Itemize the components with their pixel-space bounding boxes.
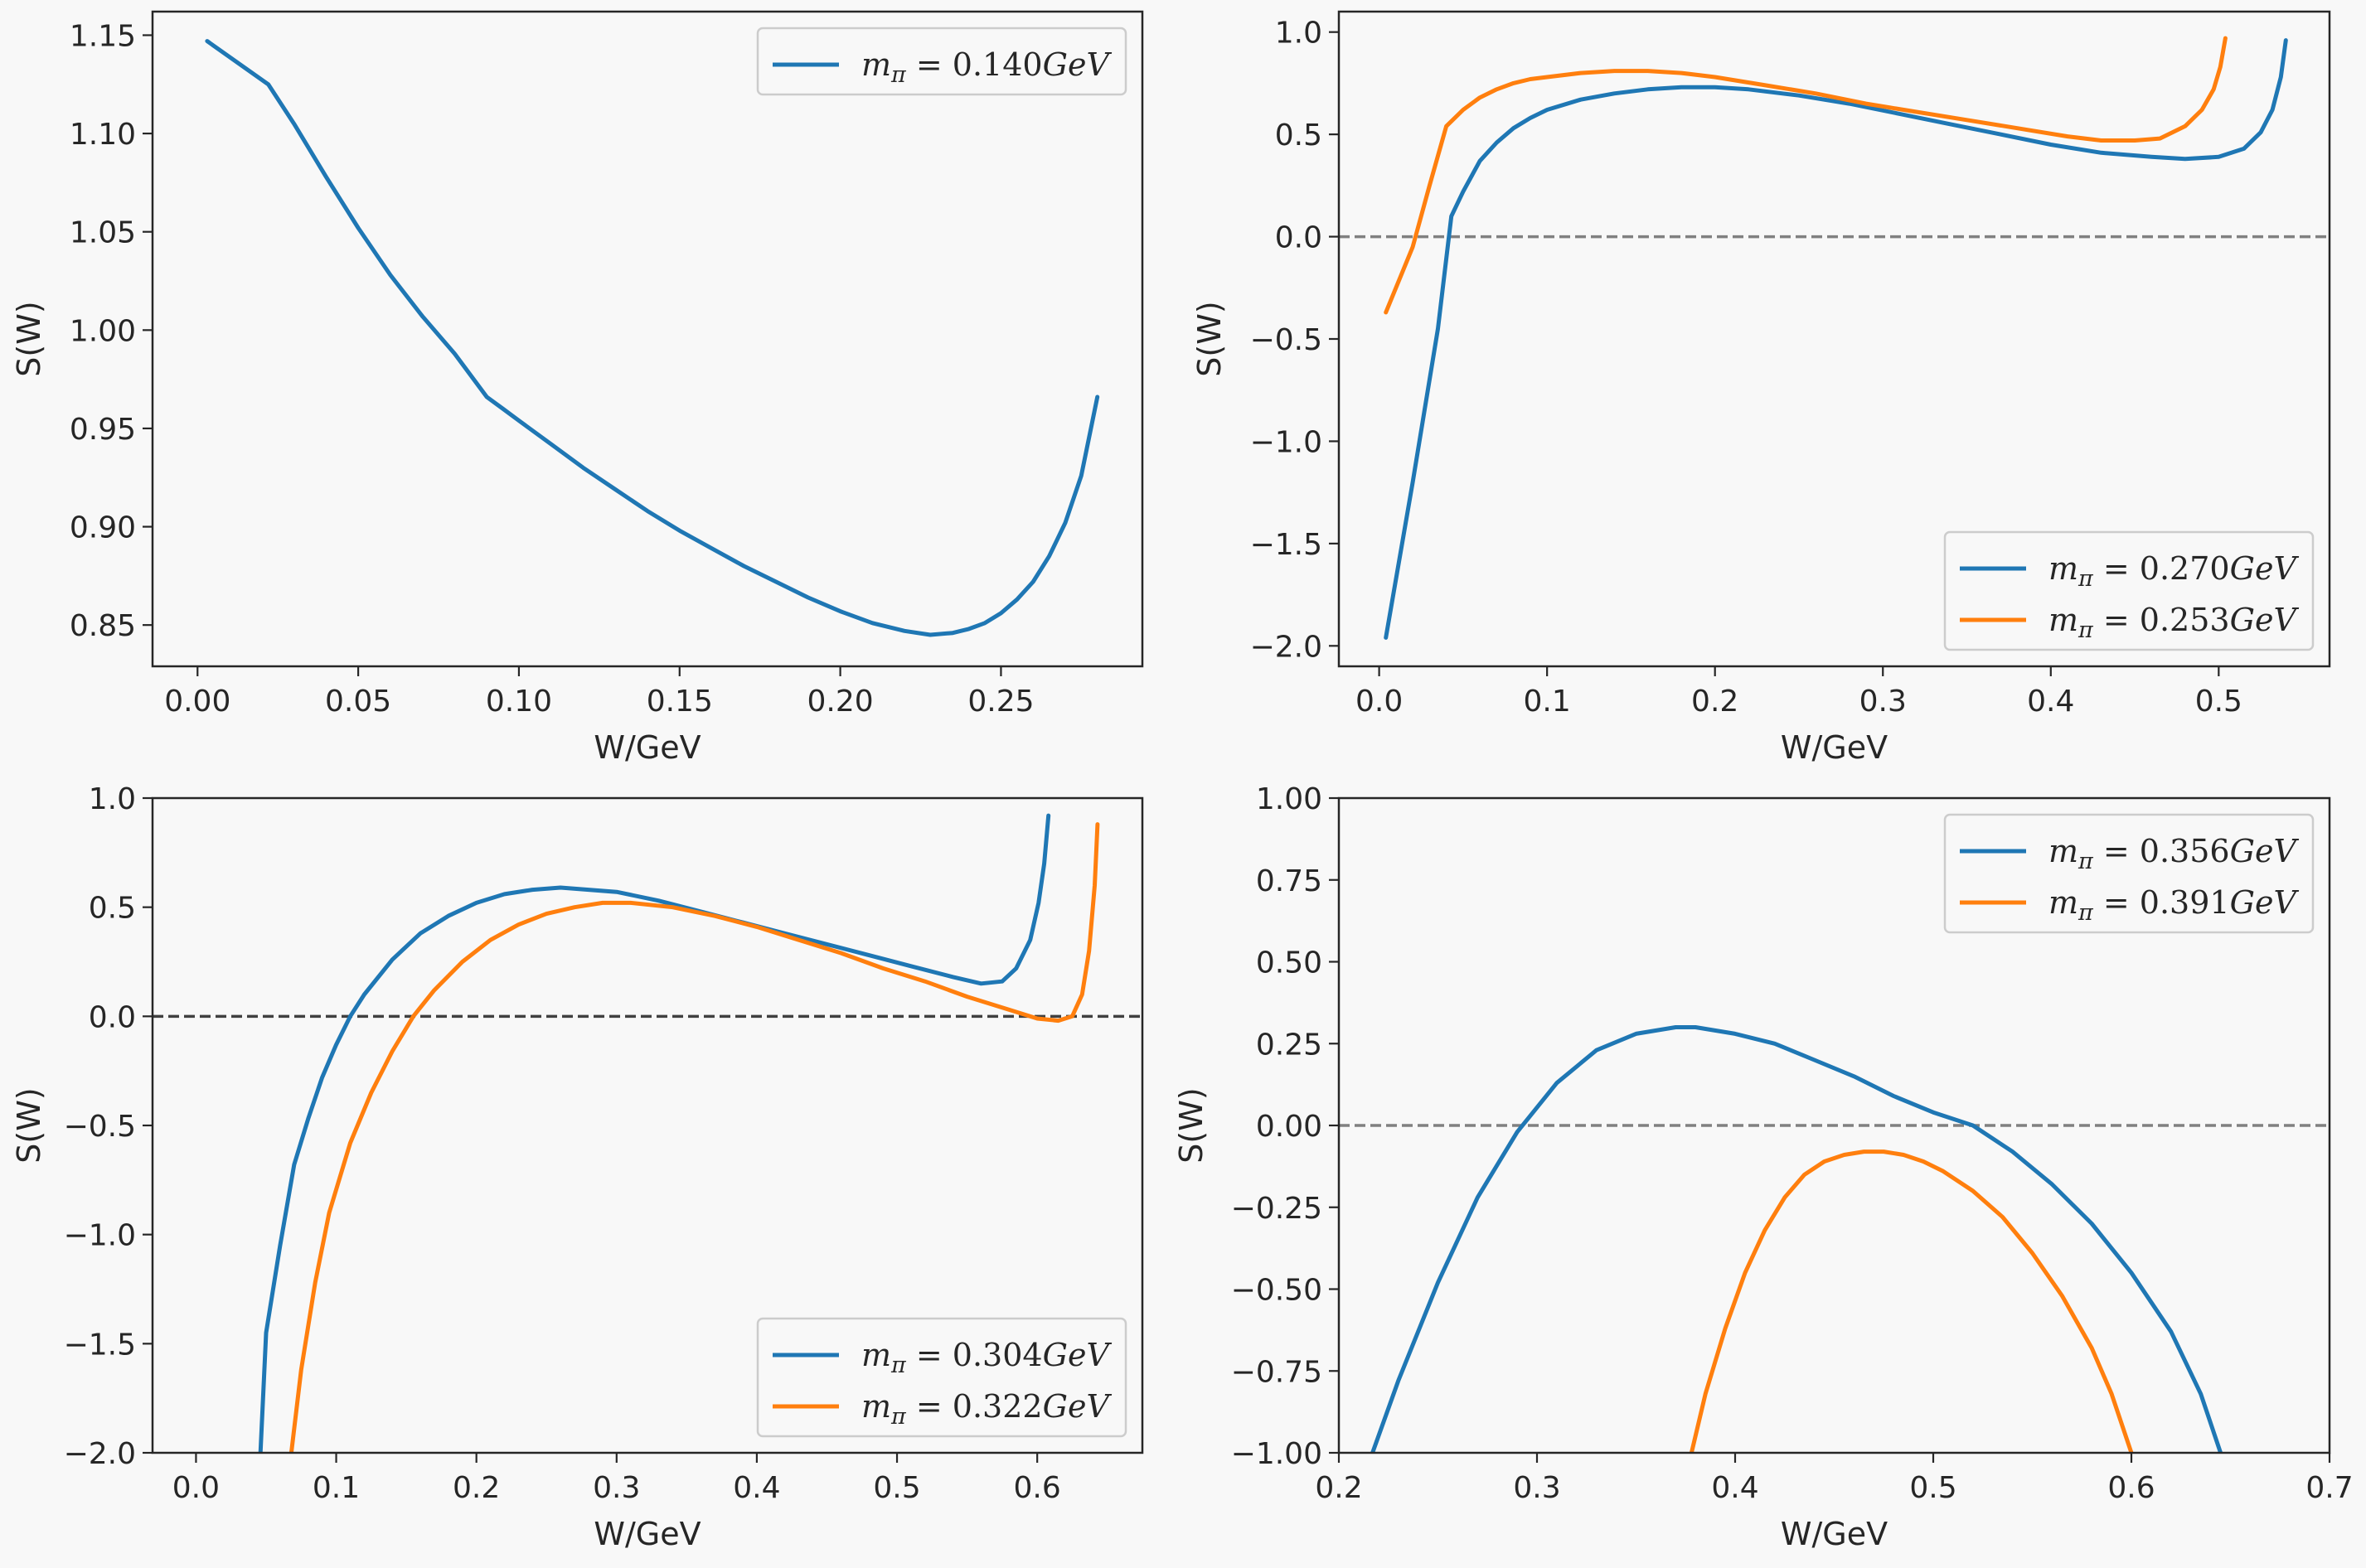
y-tick-label: 0.95: [70, 413, 136, 447]
legend-box: [756, 27, 1127, 96]
legend-box: [1943, 813, 2315, 934]
y-tick-label: 1.00: [1256, 782, 1322, 816]
x-tick-label: 0.4: [733, 1471, 780, 1505]
y-tick-label: −0.25: [1231, 1192, 1322, 1226]
series-line-1: [1370, 1025, 2223, 1453]
y-tick-label: −0.50: [1231, 1274, 1322, 1308]
series-line-2: [1689, 1149, 2134, 1453]
x-tick-label: 0.4: [2027, 685, 2074, 719]
x-tick-label: 0.5: [2195, 685, 2242, 719]
x-tick-label: 0.2: [1691, 685, 1738, 719]
x-axis-label: W/GeV: [1781, 729, 1888, 766]
legend-entry-2: mπ = 0.391GeV: [2048, 884, 2299, 926]
y-tick-label: −1.5: [64, 1328, 136, 1362]
x-tick-label: 0.2: [1315, 1471, 1362, 1505]
y-axis-label: S(W): [11, 1087, 47, 1163]
y-tick-label: 0.85: [70, 609, 136, 643]
legend-entry-2: mπ = 0.322GeV: [861, 1388, 1112, 1430]
x-tick-label: 0.0: [1355, 685, 1403, 719]
x-tick-label: 0.7: [2305, 1471, 2353, 1505]
legend-entry-1: mπ = 0.270GeV: [2048, 550, 2299, 592]
legend: mπ = 0.304GeV mπ = 0.322GeV: [756, 1317, 1127, 1438]
y-tick-label: 0.50: [1256, 946, 1322, 980]
x-tick-label: 0.15: [647, 685, 713, 719]
subplot-2: 0.0 0.1 0.2 0.3 0.4 0.5 −2.0 −1.5 −1.0 −0.5 0.0 0.5…: [1191, 10, 2331, 766]
subplot-3: 0.0 0.1 0.2 0.3 0.4 0.5 0.6 −2.0 −1.5 −1.0 −0.5 0.0…: [11, 782, 1144, 1552]
x-tick-label: 0.2: [453, 1471, 500, 1505]
x-tick-label: 0.6: [2107, 1471, 2155, 1505]
y-tick-label: 1.05: [70, 216, 136, 250]
x-tick-label: 0.25: [967, 685, 1034, 719]
y-tick-label: 1.0: [1275, 17, 1322, 51]
x-axis-label: W/GeV: [1781, 1516, 1888, 1552]
axes-frame: [151, 10, 1144, 668]
series-line-1: [1384, 38, 2288, 640]
y-tick-label: 1.0: [89, 782, 136, 816]
y-axis-label: S(W): [11, 301, 47, 376]
y-tick-label: 0.00: [1256, 1110, 1322, 1144]
x-tick-label: 0.05: [325, 685, 391, 719]
y-tick-label: −2.0: [1250, 630, 1322, 664]
y-tick-label: 0.0: [1275, 221, 1322, 255]
y-tick-label: −0.5: [1250, 323, 1322, 357]
y-tick-label: −2.0: [64, 1437, 136, 1471]
subplot-4: 0.2 0.3 0.4 0.5 0.6 0.7 −1.00 −0.75 −0.50 −0.25 0.…: [1173, 782, 2354, 1552]
y-tick-label: 0.0: [89, 1000, 136, 1034]
subplot-1: 0.00 0.05 0.10 0.15 0.20 0.25 0.85 0.90 0.95 1.00…: [11, 10, 1144, 766]
y-tick-label: 0.25: [1256, 1028, 1322, 1062]
x-tick-label: 0.3: [593, 1471, 640, 1505]
x-tick-label: 0.5: [1909, 1471, 1956, 1505]
x-tick-label: 0.4: [1711, 1471, 1758, 1505]
legend-entry-2: mπ = 0.253GeV: [2048, 602, 2299, 643]
y-tick-label: 1.10: [70, 118, 136, 152]
x-tick-label: 0.0: [172, 1471, 220, 1505]
legend: mπ = 0.270GeV mπ = 0.253GeV: [1943, 530, 2315, 651]
y-axis-label: S(W): [1173, 1087, 1210, 1163]
legend: mπ = 0.356GeV mπ = 0.391GeV: [1943, 813, 2315, 934]
x-axis-label: W/GeV: [594, 729, 701, 766]
legend: mπ = 0.140GeV: [756, 27, 1127, 96]
y-tick-label: −1.0: [64, 1219, 136, 1253]
legend-entry-1: mπ = 0.304GeV: [861, 1337, 1112, 1378]
x-tick-label: 0.3: [1513, 1471, 1560, 1505]
legend-entry-1: mπ = 0.356GeV: [2048, 833, 2299, 874]
y-tick-label: 0.5: [89, 892, 136, 926]
y-tick-label: 1.00: [70, 314, 136, 348]
legend-box: [756, 1317, 1127, 1438]
series-line-1: [205, 39, 1100, 637]
y-tick-label: 0.90: [70, 511, 136, 545]
x-tick-label: 0.6: [1014, 1471, 1061, 1505]
x-tick-label: 0.1: [1524, 685, 1571, 719]
y-tick-label: −1.5: [1250, 528, 1322, 562]
y-tick-label: −1.00: [1231, 1437, 1322, 1471]
x-tick-label: 0.20: [807, 685, 874, 719]
series-line-2: [288, 822, 1100, 1453]
series-line-2: [1384, 36, 2228, 315]
y-tick-label: 1.15: [70, 19, 136, 53]
x-tick-label: 0.10: [486, 685, 552, 719]
x-tick-label: 0.3: [1859, 685, 1907, 719]
y-tick-label: 0.75: [1256, 864, 1322, 898]
x-tick-label: 0.1: [313, 1471, 360, 1505]
x-tick-label: 0.5: [873, 1471, 920, 1505]
y-tick-label: −0.5: [64, 1110, 136, 1144]
x-tick-label: 0.00: [164, 685, 230, 719]
y-tick-label: 0.5: [1275, 119, 1322, 152]
x-axis-label: W/GeV: [594, 1516, 701, 1552]
legend-box: [1943, 530, 2315, 651]
plot-area: [153, 12, 1142, 666]
y-tick-label: −1.0: [1250, 425, 1322, 459]
series-line-1: [258, 813, 1051, 1453]
y-axis-label: S(W): [1191, 301, 1228, 376]
legend-entry-1: mπ = 0.140GeV: [861, 46, 1112, 88]
y-tick-label: −0.75: [1231, 1355, 1322, 1389]
